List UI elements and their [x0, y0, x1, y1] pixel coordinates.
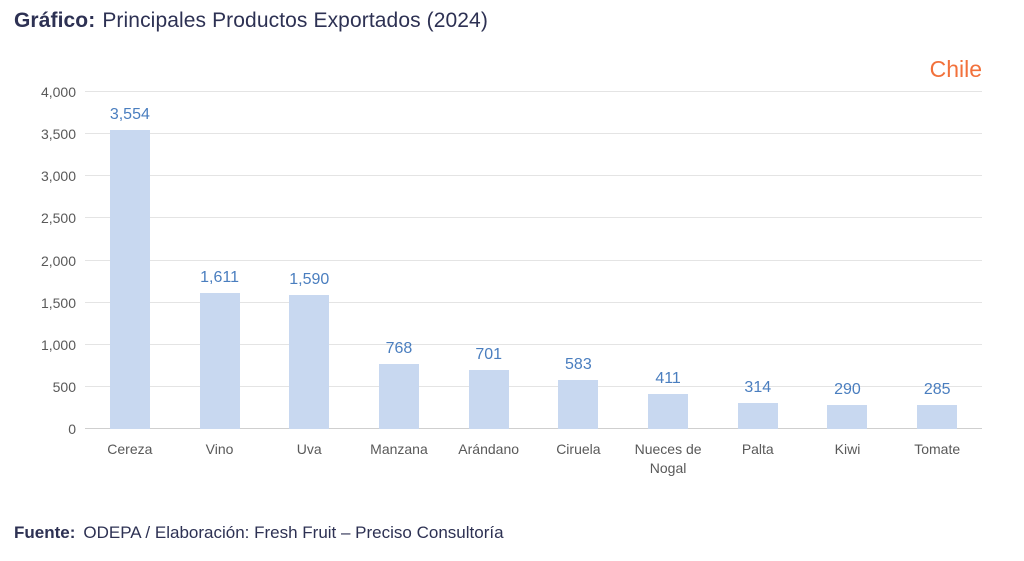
bar-value-label: 768 — [385, 340, 413, 358]
bar-column: 411 — [623, 92, 713, 429]
title-prefix: Gráfico: — [14, 9, 96, 32]
bar-series: 3,554 1,611 1,590 768 701 583 411 314 290 285 — [85, 92, 982, 429]
page-title: Gráfico: Principales Productos Exportados… — [14, 9, 488, 33]
bar-column: 314 — [713, 92, 803, 429]
country-label: Chile — [929, 56, 982, 82]
bar-column: 285 — [892, 92, 982, 429]
gridline — [85, 343, 982, 345]
source-prefix: Fuente: — [14, 523, 76, 542]
gridline — [85, 428, 982, 429]
bar — [917, 405, 958, 429]
bar-value-label: 701 — [475, 345, 503, 363]
bar-column: 1,590 — [264, 92, 354, 429]
bar — [109, 129, 150, 429]
gridline — [85, 91, 982, 92]
y-tick-label: 4,000 — [40, 84, 76, 100]
x-axis-label: Vino — [205, 441, 234, 457]
bar-value-label: 3,554 — [109, 105, 150, 123]
source-note: Fuente: ODEPA / Elaboración: Fresh Fruit … — [14, 523, 504, 543]
bar — [827, 404, 868, 429]
source-text: ODEPA / Elaboración: Fresh Fruit – Preci… — [83, 523, 504, 542]
bar-column: 1,611 — [175, 92, 265, 429]
gridline — [85, 385, 982, 387]
gridline — [85, 175, 982, 177]
bar-value-label: 1,590 — [289, 271, 330, 289]
bar-column: 701 — [444, 92, 534, 429]
x-axis-label: Ciruela — [556, 441, 601, 457]
x-axis-labels: Cereza Vino Uva Manzana Arándano Ciruela Nuece… — [85, 440, 982, 478]
gridline — [85, 301, 982, 303]
bar-column: 768 — [354, 92, 444, 429]
y-tick-label: 3,000 — [40, 168, 76, 185]
y-axis-labels: 0 500 1,000 1,500 2,000 2,500 3,000 3,500 4,000 — [0, 84, 76, 437]
bar — [289, 295, 330, 429]
bar — [199, 293, 240, 429]
bar-column: 290 — [803, 92, 893, 429]
bar-value-label: 411 — [655, 370, 681, 388]
y-tick-label: 3,500 — [40, 126, 76, 143]
x-axis-label: Tomate — [914, 441, 961, 457]
bar — [737, 402, 778, 429]
gridline — [85, 217, 982, 219]
x-axis-label: Kiwi — [834, 441, 861, 457]
title-text: Principales Productos Exportados (2024) — [102, 9, 488, 32]
bar — [468, 369, 509, 429]
gridline — [85, 259, 982, 261]
bar — [378, 364, 419, 429]
bar — [648, 394, 689, 429]
plot-area: 3,554 1,611 1,590 768 701 583 411 314 290 285 — [85, 91, 982, 429]
x-axis-label: Cereza — [107, 441, 153, 457]
bar-value-label: 285 — [923, 381, 951, 398]
y-tick-label: 2,500 — [40, 210, 76, 227]
x-axis-label: Arándano — [458, 441, 520, 457]
bar-value-label: 314 — [744, 378, 772, 396]
bar-column: 3,554 — [85, 92, 175, 429]
y-tick-label: 0 — [68, 421, 76, 437]
y-tick-label: 1,000 — [40, 336, 76, 353]
bar-value-label: 1,611 — [200, 269, 239, 287]
x-axis-label: Uva — [296, 441, 322, 457]
bar — [558, 379, 599, 429]
y-tick-label: 1,500 — [40, 294, 76, 311]
bar-value-label: 290 — [834, 380, 861, 398]
gridline — [85, 133, 982, 135]
y-tick-label: 500 — [52, 378, 76, 395]
x-axis-label: Manzana — [370, 441, 428, 457]
x-axis-label: Nueces de Nogal — [634, 441, 702, 476]
bar-value-label: 583 — [565, 355, 592, 373]
y-tick-label: 2,000 — [40, 252, 76, 269]
x-axis-label: Palta — [741, 441, 774, 457]
bar-column: 583 — [534, 92, 624, 429]
